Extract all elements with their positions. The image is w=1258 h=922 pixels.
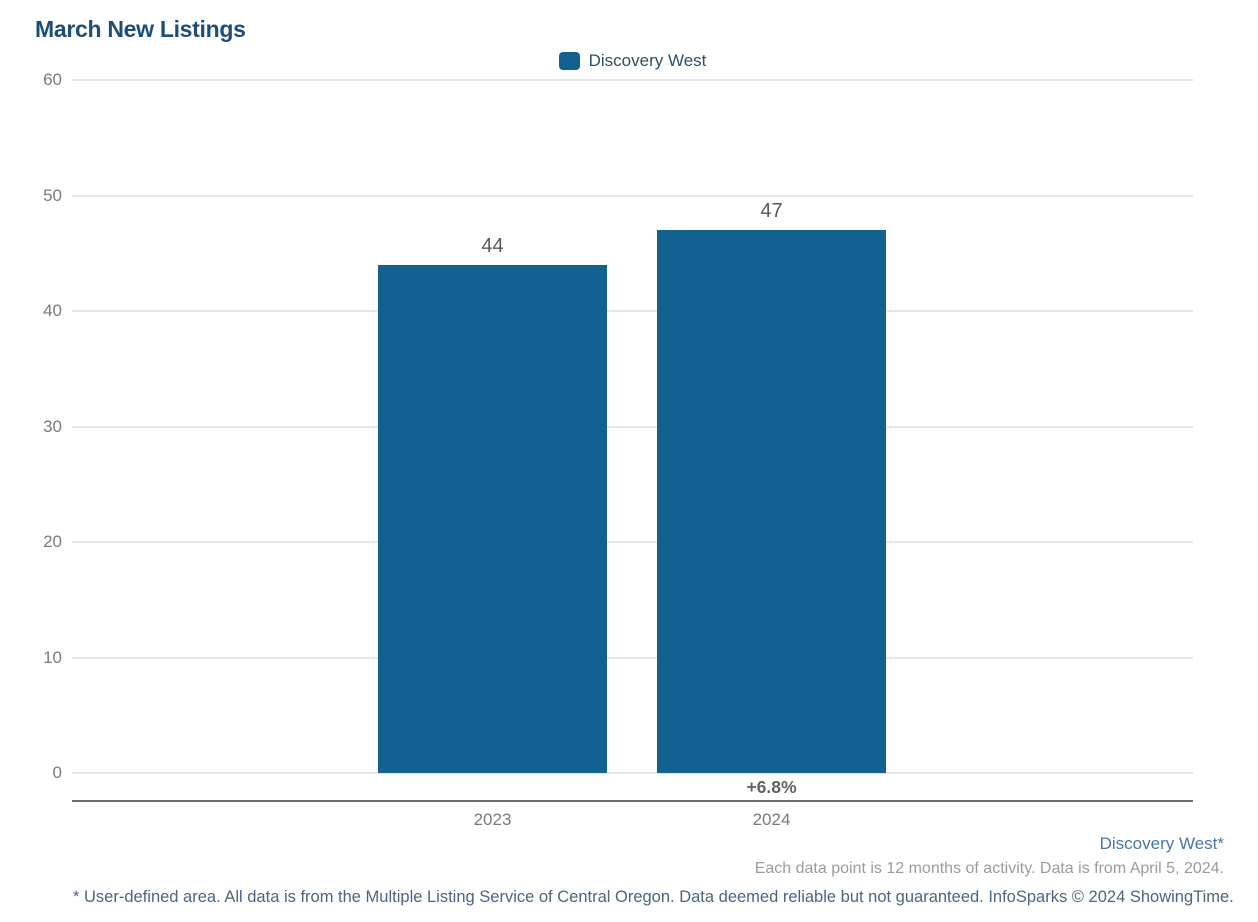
y-axis-label: 30	[43, 416, 62, 436]
y-axis-label: 0	[52, 763, 62, 782]
gridline	[72, 425, 1193, 428]
gridline	[72, 79, 1193, 81]
bar-value-label: 44	[481, 234, 504, 257]
y-axis-label: 50	[43, 185, 62, 205]
footer-data-note: Each data point is 12 months of activity…	[754, 860, 1224, 877]
gridline	[72, 194, 1193, 197]
x-axis-line	[72, 800, 1193, 802]
gridline	[72, 310, 1193, 312]
legend-item-discovery-west[interactable]: Discovery West	[558, 51, 707, 71]
y-axis-label: 10	[43, 647, 62, 667]
gridline	[72, 541, 1193, 543]
bar-value-label: 47	[760, 200, 783, 223]
change-percent-label: +6.8%	[746, 777, 797, 797]
footer-disclaimer: * User-defined area. All data is from th…	[73, 888, 1234, 906]
legend: Discovery West	[72, 50, 1193, 72]
bar-2023[interactable]	[378, 264, 607, 773]
legend-swatch-icon	[558, 52, 580, 70]
x-axis-label-2024: 2024	[752, 810, 791, 829]
chart-title: March New Listings	[35, 16, 246, 42]
bar-2024[interactable]	[657, 230, 886, 773]
gridline	[72, 772, 1193, 774]
y-axis-label: 40	[43, 301, 62, 320]
footer-series-note: Discovery West*	[1099, 834, 1224, 853]
x-axis-label-2023: 2023	[473, 810, 512, 829]
legend-label: Discovery West	[588, 51, 707, 70]
y-axis-label: 20	[43, 532, 62, 551]
y-axis-label: 60	[43, 70, 62, 89]
gridline	[72, 656, 1193, 659]
